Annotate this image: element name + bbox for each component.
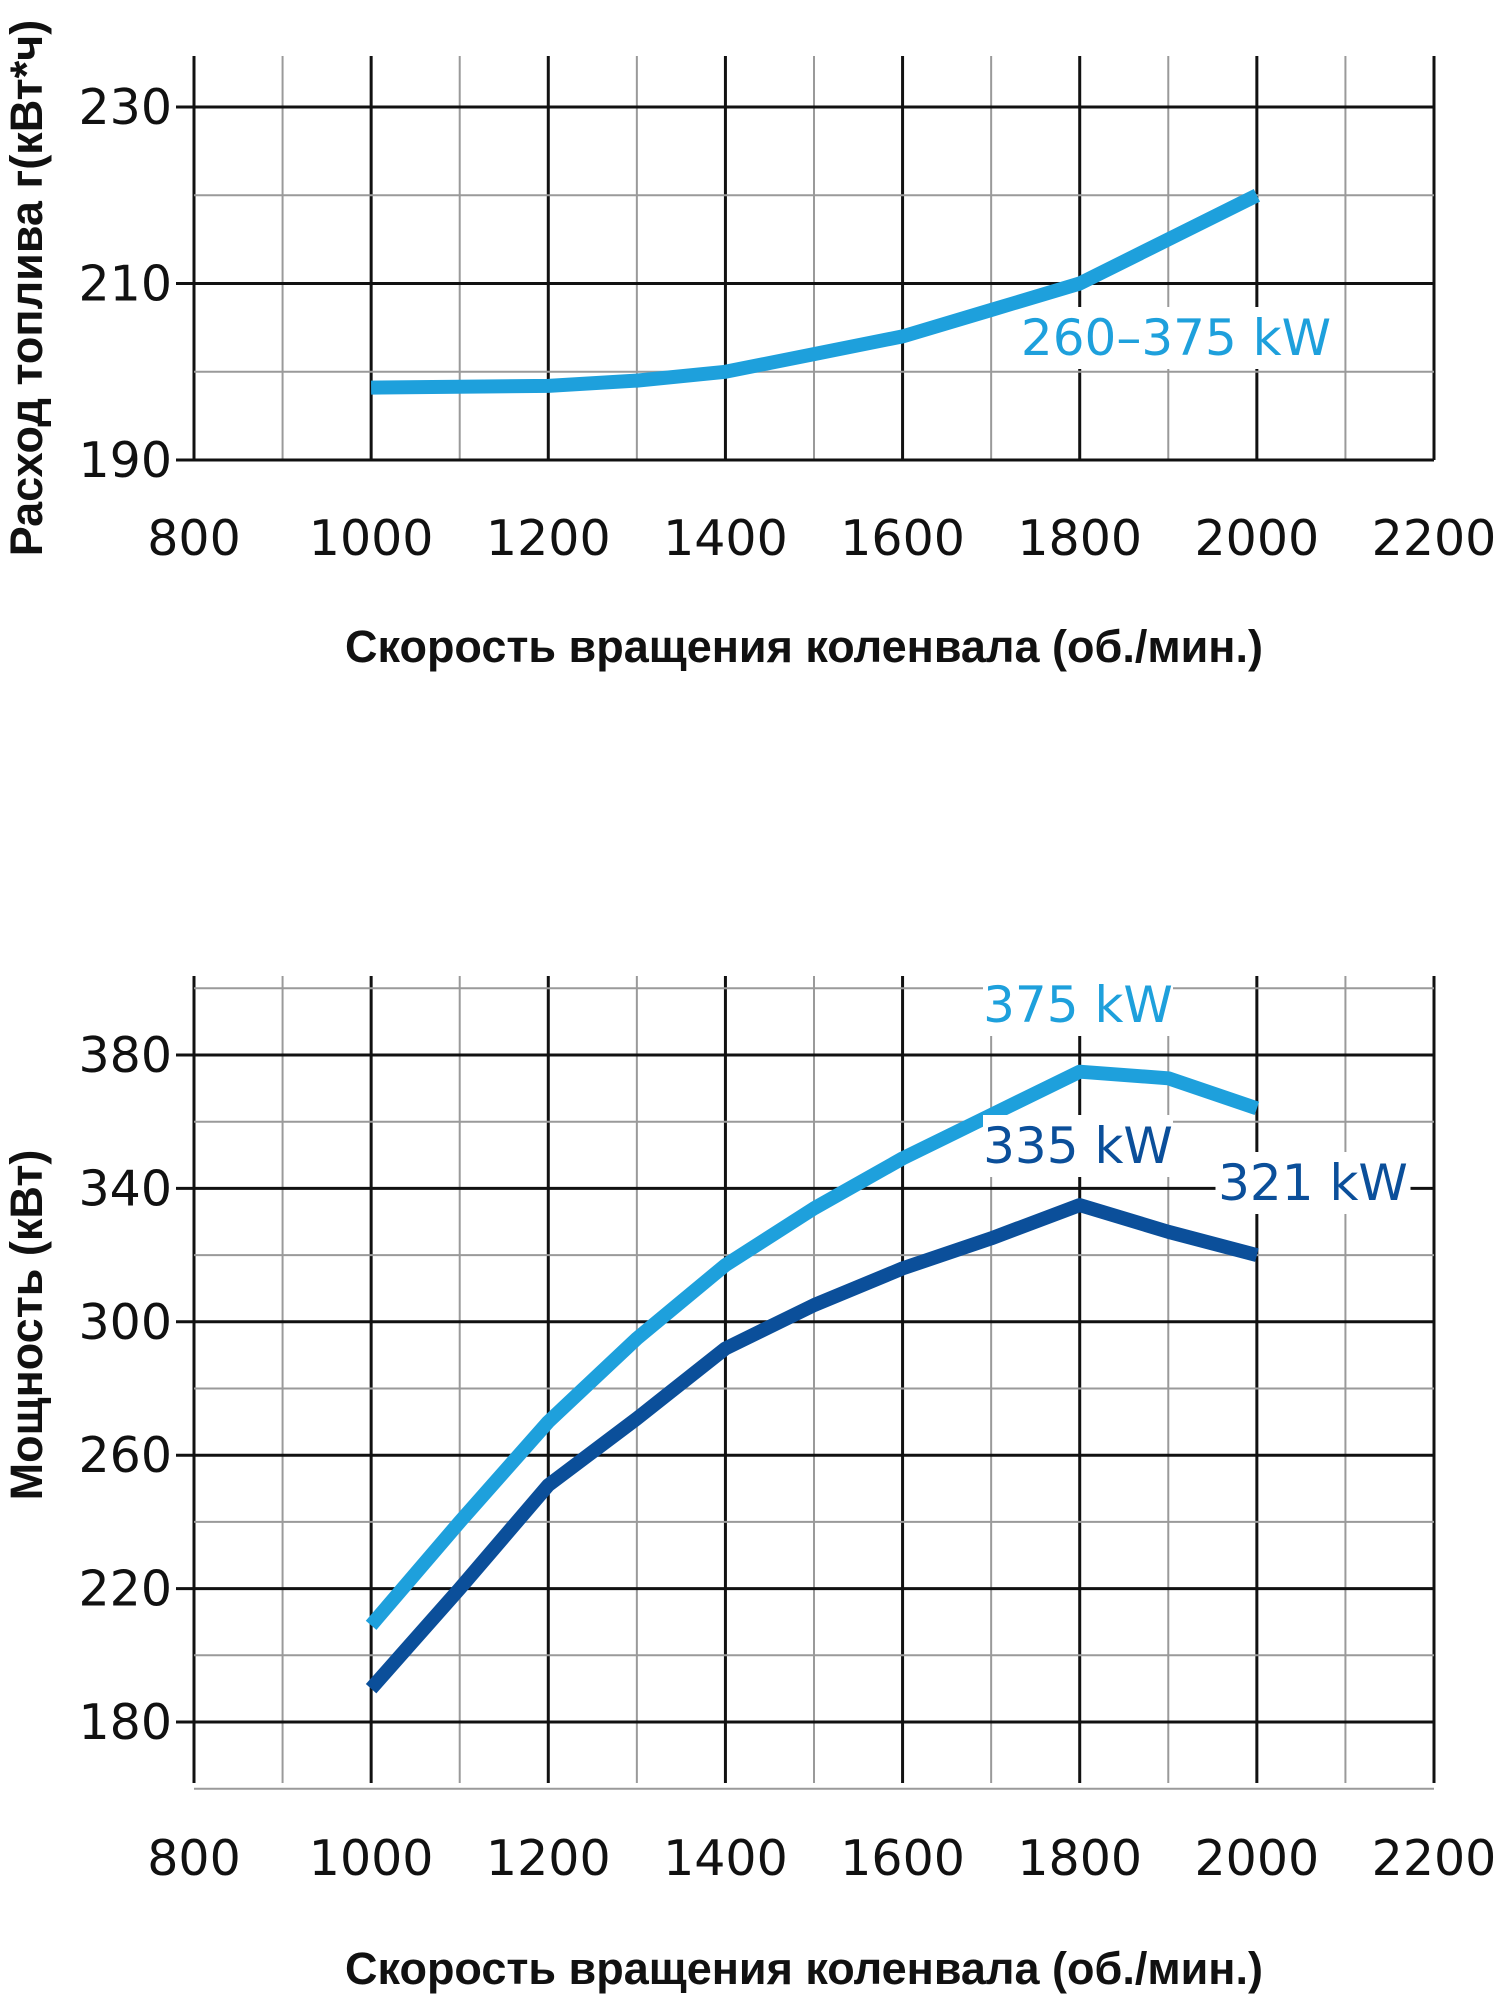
fuel-y-tick-label: 190	[78, 432, 172, 489]
power-x-tick-label: 800	[147, 1830, 241, 1887]
power-y-tick-label: 180	[78, 1694, 172, 1751]
fuel-y-tick-label: 210	[78, 256, 172, 313]
power-y-tick-label: 260	[78, 1427, 172, 1484]
power-x-tick-label: 1000	[309, 1830, 434, 1887]
power-series-label: 335 kW	[983, 1117, 1173, 1175]
fuel-x-tick-label: 2000	[1195, 510, 1320, 567]
power-x-tick-label: 1600	[840, 1830, 965, 1887]
power-x-tick-label: 1400	[663, 1830, 788, 1887]
fuel-series: 260–375 kW	[371, 189, 1331, 395]
fuel-y-axis-title: Расход топлива г(кВт*ч)	[1, 20, 52, 557]
fuel-x-axis-title: Скорость вращения коленвала (об./мин.)	[345, 621, 1263, 672]
power-series-line	[365, 1198, 1259, 1694]
power-x-tick-label: 1200	[486, 1830, 611, 1887]
fuel-tick-labels: 190 210 230 800 1000 1200 1400 1600 1800 2000 2200	[78, 79, 1496, 567]
fuel-x-tick-label: 1200	[486, 510, 611, 567]
fuel-series-label: 260–375 kW	[1021, 309, 1331, 367]
fuel-x-tick-label: 1400	[663, 510, 788, 567]
power-annotation-bg	[1215, 1152, 1411, 1214]
power-series-line	[365, 1064, 1260, 1630]
power-series: 375 kW 335 kW 321 kW	[365, 974, 1411, 1694]
power-x-tick-label: 2000	[1195, 1830, 1320, 1887]
power-y-tick-label: 340	[78, 1160, 172, 1217]
power-series-label: 375 kW	[983, 976, 1173, 1034]
power-tick-labels: 180 220 260 300 340 380 800 1000 1200 1400 1600 180…	[78, 1027, 1496, 1887]
power-annotation-label: 321 kW	[1218, 1154, 1408, 1212]
power-y-tick-label: 380	[78, 1027, 172, 1084]
power-x-tick-label: 2200	[1372, 1830, 1497, 1887]
fuel-x-tick-label: 1800	[1017, 510, 1142, 567]
power-y-axis-title: Мощность (кВт)	[1, 1150, 52, 1501]
power-x-tick-label: 1800	[1017, 1830, 1142, 1887]
fuel-series-line	[371, 189, 1261, 395]
power-x-axis-title: Скорость вращения коленвала (об./мин.)	[345, 1943, 1263, 1994]
fuel-x-tick-label: 1000	[309, 510, 434, 567]
power-y-tick-label: 220	[78, 1561, 172, 1618]
fuel-series-label-bg	[1026, 307, 1326, 369]
fuel-grid	[176, 56, 1436, 462]
power-chart: 375 kW 335 kW 321 kW 180 220 260 300 340 380 800…	[1, 974, 1496, 1994]
fuel-x-tick-label: 2200	[1372, 510, 1497, 567]
power-series-label-bg	[983, 974, 1173, 1036]
fuel-y-tick-label: 230	[78, 79, 172, 136]
power-series-label-bg	[983, 1115, 1173, 1177]
fuel-x-tick-label: 1600	[840, 510, 965, 567]
fuel-x-tick-label: 800	[147, 510, 241, 567]
power-y-tick-label: 300	[78, 1294, 172, 1351]
